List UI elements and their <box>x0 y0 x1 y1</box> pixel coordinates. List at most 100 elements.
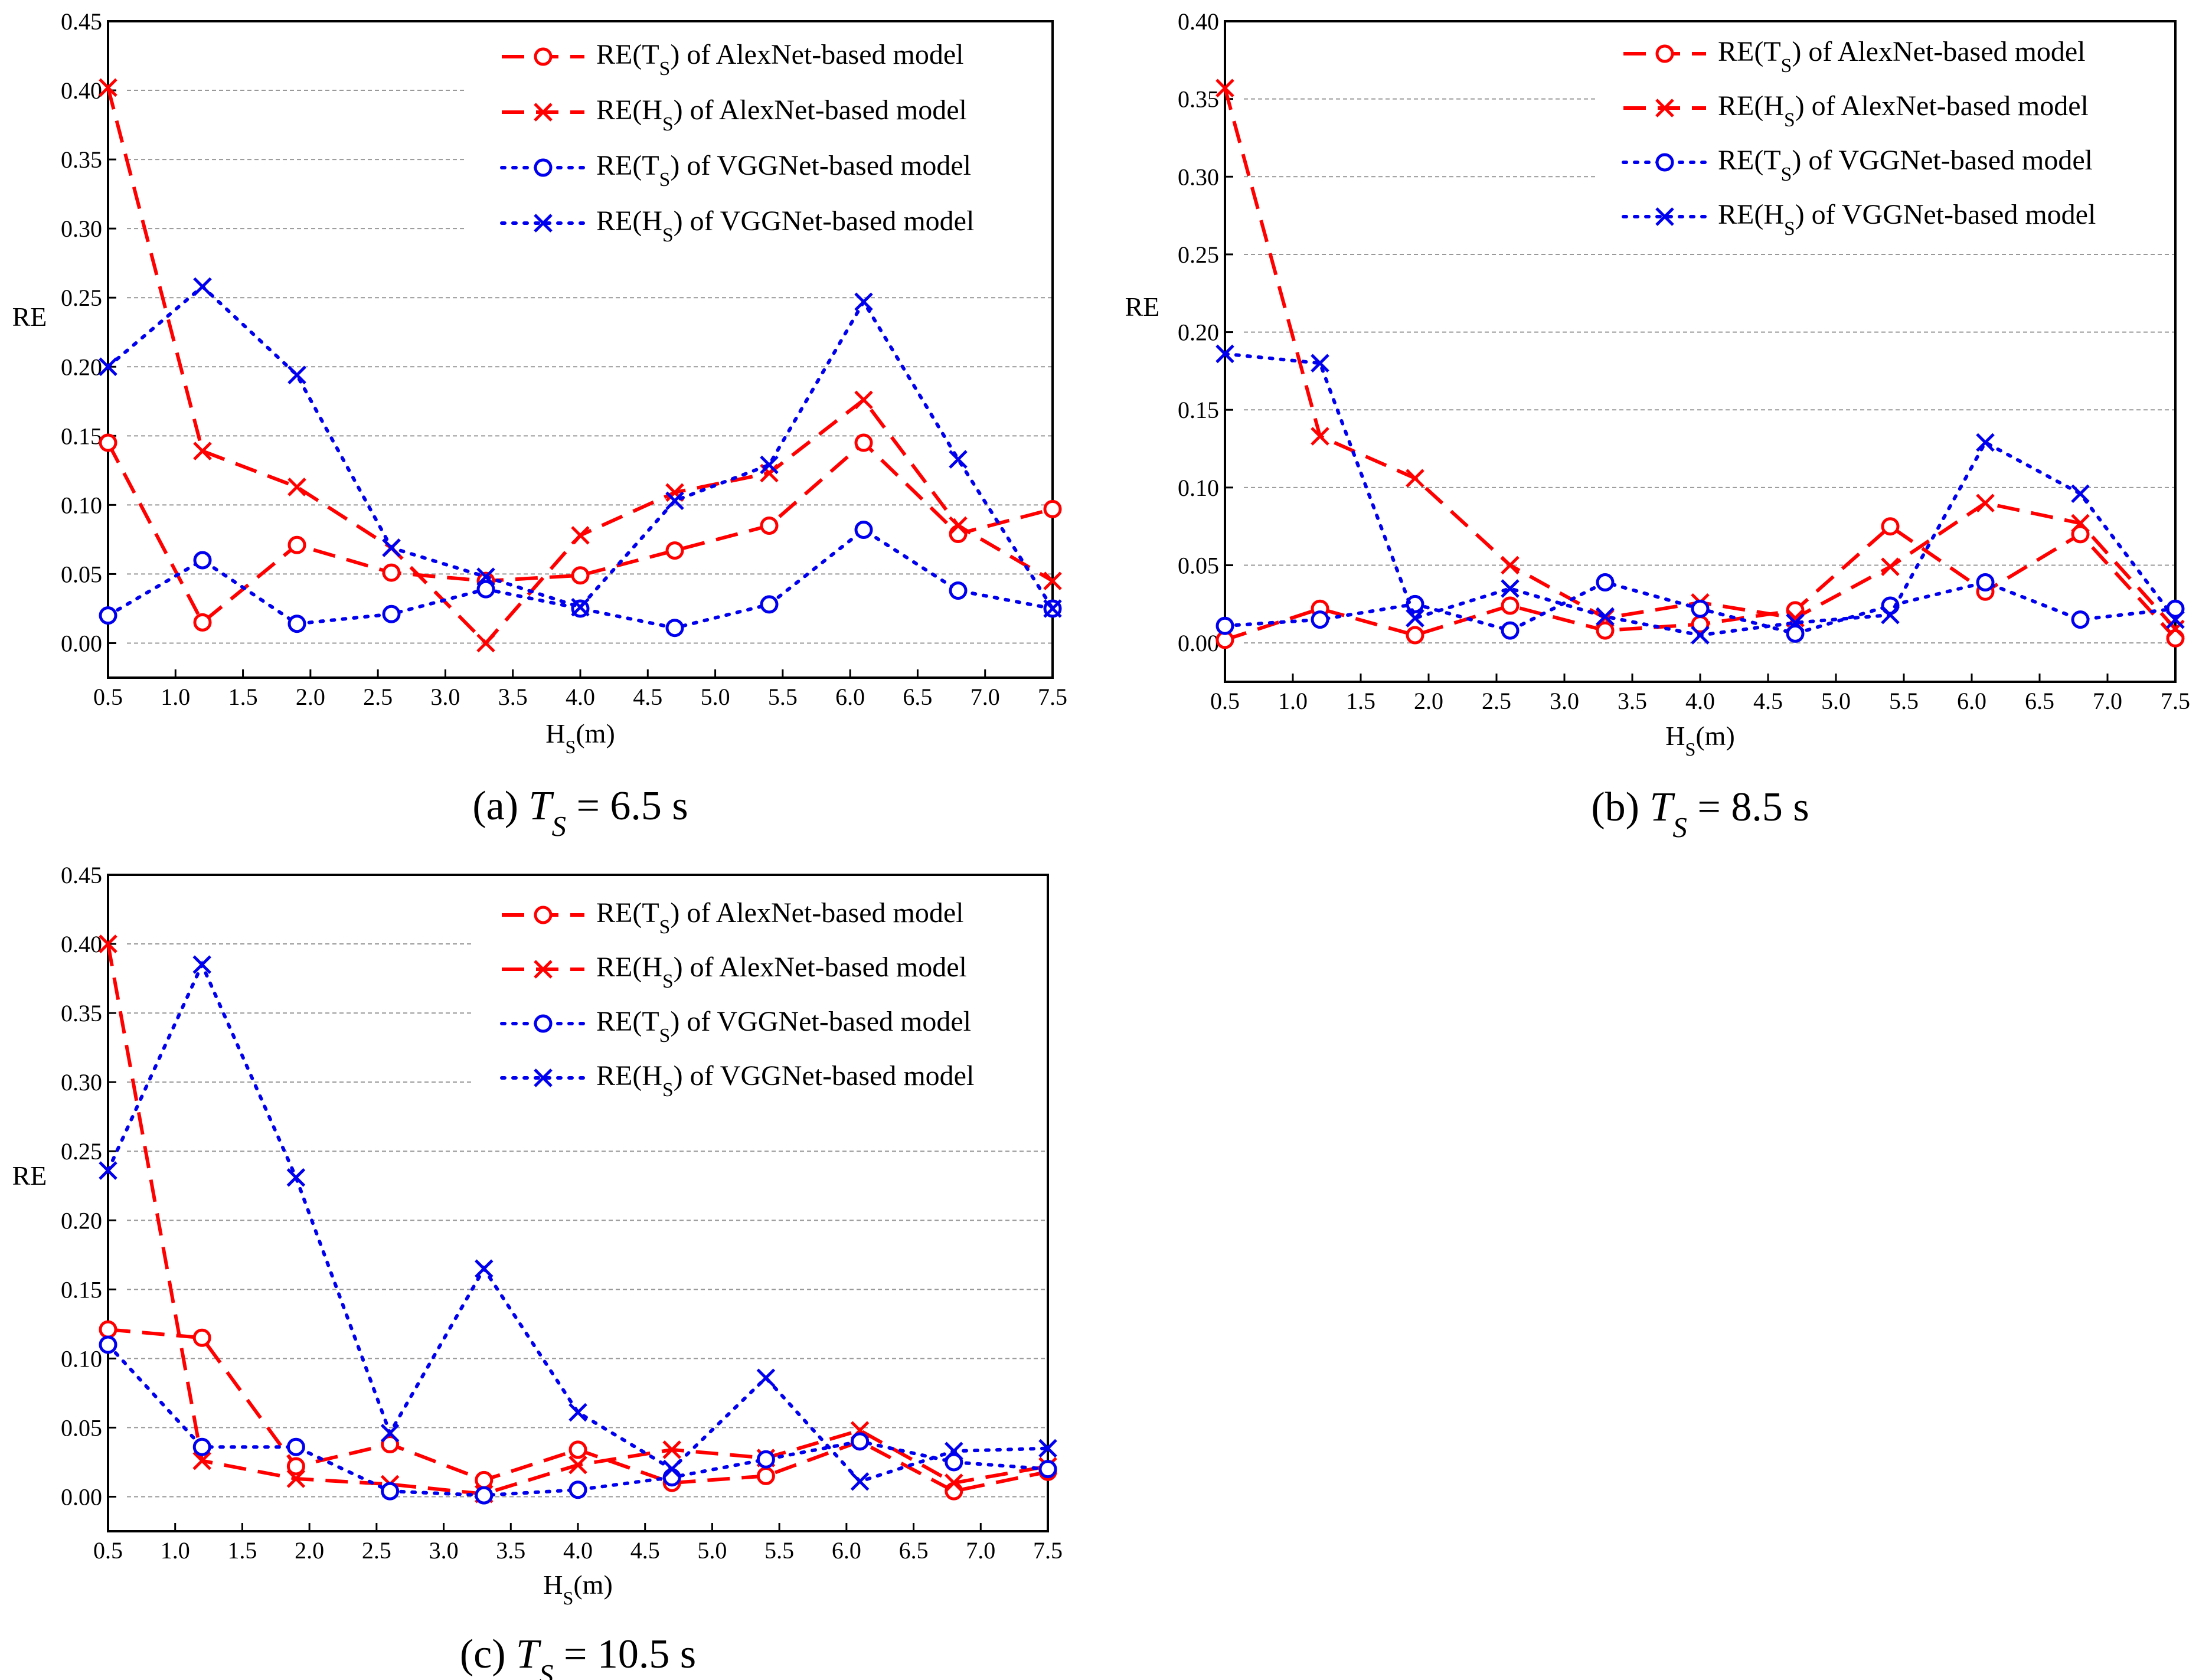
data-point <box>1501 621 1520 640</box>
data-point <box>1596 607 1615 626</box>
x-tick-label: 7.5 <box>1038 684 1067 710</box>
data-point <box>382 563 401 582</box>
data-point <box>99 934 117 953</box>
panel-caption: (a) TS = 6.5 s <box>472 783 688 842</box>
data-point <box>945 1453 963 1472</box>
data-point <box>2071 514 2090 533</box>
x-tick-label: 7.5 <box>2161 688 2190 714</box>
series-line <box>106 284 1054 610</box>
y-tick-label: 0.00 <box>61 1483 102 1510</box>
legend-marker <box>534 960 553 979</box>
x-tick-label: 2.0 <box>295 1537 324 1564</box>
data-point <box>571 597 590 617</box>
data-point <box>287 365 306 385</box>
data-point <box>854 521 873 540</box>
data-point <box>568 1455 587 1475</box>
x-tick-label: 4.5 <box>630 1537 660 1564</box>
data-point <box>286 1437 305 1456</box>
data-point <box>2071 610 2090 629</box>
x-tick-label: 1.5 <box>228 684 258 710</box>
data-point <box>568 1440 587 1459</box>
legend-marker <box>1655 44 1674 63</box>
data-point <box>2071 525 2090 544</box>
x-tick-label: 6.0 <box>1957 688 1986 714</box>
panel-caption: (c) TS = 10.5 s <box>460 1632 696 1680</box>
data-point <box>192 1437 211 1456</box>
data-point <box>192 955 211 974</box>
y-tick-label: 0.35 <box>61 1000 102 1027</box>
x-tick-label: 6.5 <box>899 1537 929 1564</box>
data-point <box>286 1168 306 1187</box>
data-point <box>193 277 212 296</box>
x-tick-label: 7.5 <box>1033 1537 1063 1564</box>
data-point <box>475 1486 494 1505</box>
data-point <box>1043 571 1062 590</box>
data-point <box>476 633 495 653</box>
y-tick-label: 0.40 <box>61 77 102 104</box>
y-tick-label: 0.35 <box>61 146 102 173</box>
data-point <box>571 566 590 585</box>
data-point <box>1691 626 1710 645</box>
data-point <box>99 433 117 452</box>
x-tick-label: 2.5 <box>363 684 393 710</box>
data-point <box>1311 610 1329 629</box>
data-point <box>1311 427 1329 446</box>
data-point <box>945 1482 963 1501</box>
legend-marker <box>1655 207 1674 226</box>
y-axis-label: RE <box>12 302 47 332</box>
y-tick-label: 0.25 <box>61 285 102 311</box>
data-point <box>1406 626 1424 645</box>
data-point <box>1216 344 1234 364</box>
x-axis-label: HS(m) <box>1665 721 1735 760</box>
y-tick-label: 0.20 <box>1178 319 1219 346</box>
x-tick-label: 4.0 <box>563 1537 593 1564</box>
x-tick-label: 2.5 <box>362 1537 391 1564</box>
data-point <box>945 1473 963 1492</box>
legend-label: RE(TS) of VGGNet-based model <box>596 1006 971 1047</box>
data-point <box>1406 609 1424 627</box>
x-tick-label: 6.0 <box>832 1537 861 1564</box>
x-tick-label: 2.0 <box>296 684 325 710</box>
legend-label: RE(TS) of VGGNet-based model <box>1718 145 2093 185</box>
data-point <box>662 1459 681 1479</box>
x-tick-label: 6.5 <box>2025 688 2054 714</box>
x-tick-label: 6.5 <box>903 684 932 710</box>
data-point <box>665 491 684 511</box>
data-point <box>1881 557 1900 576</box>
y-axis-label: RE <box>1125 292 1160 322</box>
data-point <box>949 450 968 469</box>
x-tick-label: 1.0 <box>161 684 190 710</box>
x-tick-label: 1.0 <box>161 1537 190 1564</box>
data-point <box>665 541 684 560</box>
x-tick-label: 1.0 <box>1278 688 1308 714</box>
y-tick-label: 0.30 <box>61 1069 102 1096</box>
y-tick-label: 0.40 <box>1178 8 1219 35</box>
data-point <box>99 1320 117 1339</box>
x-tick-label: 3.0 <box>1550 688 1579 714</box>
data-point <box>1976 493 1995 512</box>
data-point <box>854 433 873 452</box>
data-point <box>1501 555 1520 575</box>
x-tick-label: 4.0 <box>566 684 595 710</box>
data-point <box>1596 621 1615 640</box>
data-point <box>2071 484 2090 504</box>
data-point <box>760 516 779 535</box>
series-line <box>106 1342 1050 1498</box>
data-point <box>851 1432 870 1451</box>
legend-marker <box>534 103 553 122</box>
data-point <box>1406 594 1424 613</box>
data-point <box>286 1469 306 1488</box>
legend-label: RE(HS) of VGGNet-based model <box>596 205 974 246</box>
legend-marker <box>534 906 553 924</box>
data-point <box>949 581 968 600</box>
x-tick-label: 5.5 <box>768 684 798 710</box>
legend-marker <box>534 1014 553 1033</box>
data-point <box>193 442 212 460</box>
x-tick-label: 0.5 <box>93 1537 123 1564</box>
data-point <box>1216 79 1234 97</box>
panel-a: 0.00 0.05 0.10 0.15 0.20 0.25 0.30 0.35 0.40 0.45… <box>12 8 1067 842</box>
legend-label: RE(HS) of VGGNet-based model <box>596 1060 974 1101</box>
data-point <box>1881 517 1900 536</box>
y-tick-label: 0.05 <box>1178 553 1219 579</box>
